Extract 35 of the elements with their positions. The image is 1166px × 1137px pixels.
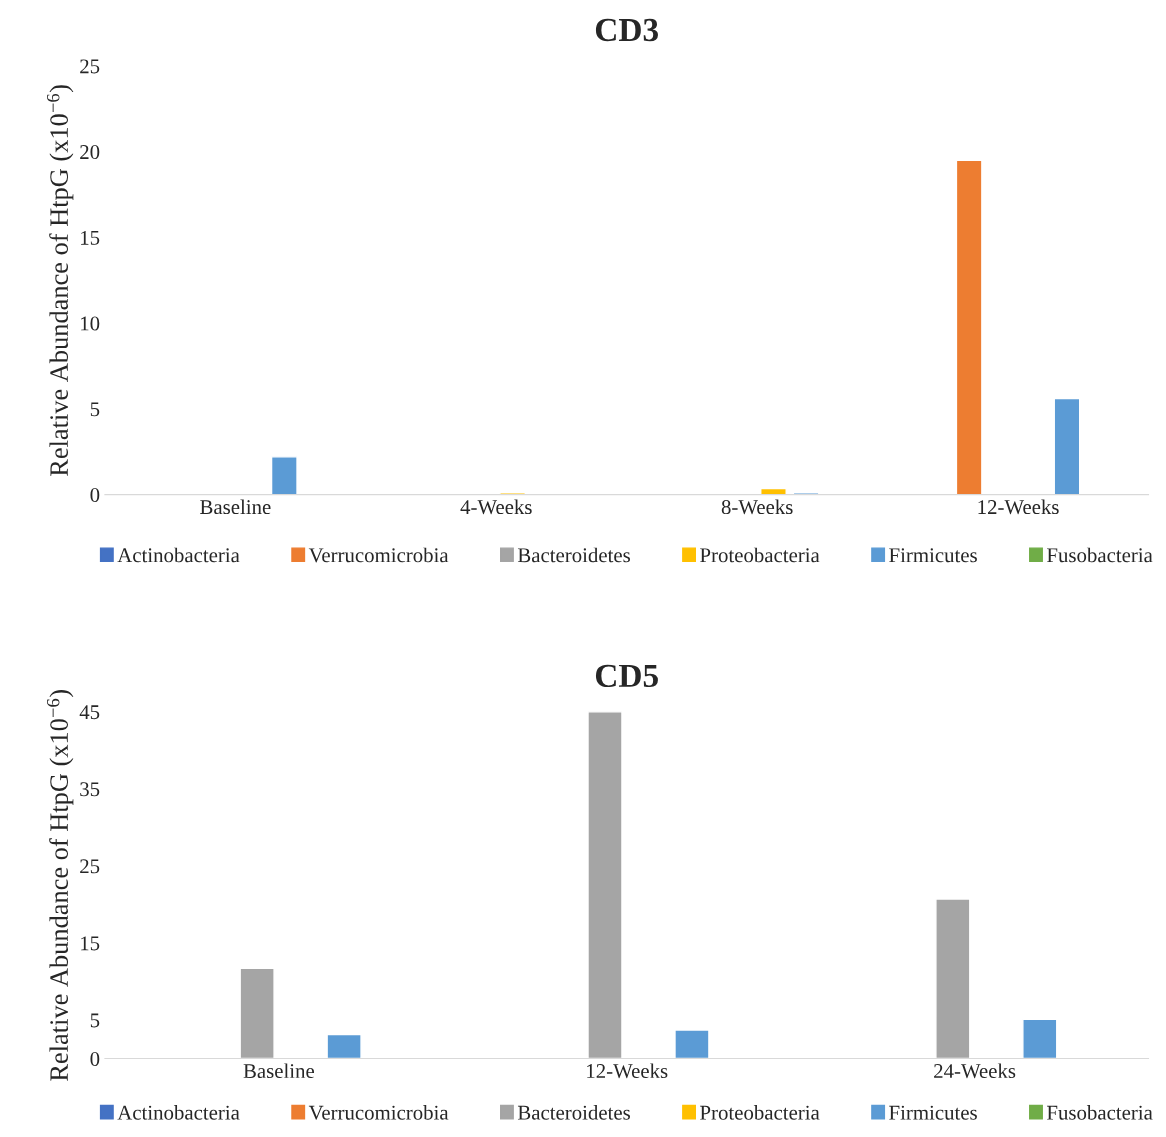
legend-label: Bacteroidetes [517,547,630,563]
y-tick-label: 35 [80,782,100,797]
legend-label: Firmicutes [889,548,977,563]
legend-label: Proteobacteria [700,1105,820,1120]
y-tick-label: 0 [90,487,100,503]
y-axis-title: Relative Abundance of HtpG (x10$^{−6}$) [47,85,74,476]
legend-label: Proteobacteria [700,547,820,563]
legend-label: Actinobacteria [117,547,240,563]
y-tick-label: 10 [81,316,100,331]
y-tick-label: 45 [79,705,100,720]
legend-label: Bacteroidetes [517,1105,630,1120]
x-tick-label: 12-Weeks [978,499,1059,515]
legend-label: Verrucomicrobia [308,547,449,563]
x-tick-label: 8-Weeks [721,499,793,515]
chart-title: CD5 [595,664,658,688]
x-tick-label: 12-Weeks [587,1063,668,1079]
y-tick-label: 15 [81,230,100,245]
chart-title: CD3 [595,18,658,42]
y-tick-label: 5 [90,402,100,417]
y-tick-label: 5 [90,1013,100,1028]
legend-label: Fusobacteria [1047,1105,1153,1120]
legend-label: Actinobacteria [117,1105,240,1120]
y-tick-label: 25 [80,59,100,74]
y-tick-label: 25 [80,859,100,874]
legend-label: Firmicutes [889,1105,977,1120]
y-axis-title: Relative Abundance of HtpG (x10$^{−6}$) [47,690,74,1081]
legend-label: Verrucomicrobia [308,1105,449,1120]
x-tick-label: 4-Weeks [460,499,532,515]
y-tick-label: 20 [80,145,100,160]
x-tick-label: 24-Weeks [934,1063,1016,1079]
y-tick-label: 0 [90,1051,100,1066]
x-tick-label: Baseline [200,499,271,515]
legend-label: Fusobacteria [1047,547,1153,563]
x-tick-label: Baseline [243,1063,315,1079]
y-tick-label: 15 [81,936,100,951]
